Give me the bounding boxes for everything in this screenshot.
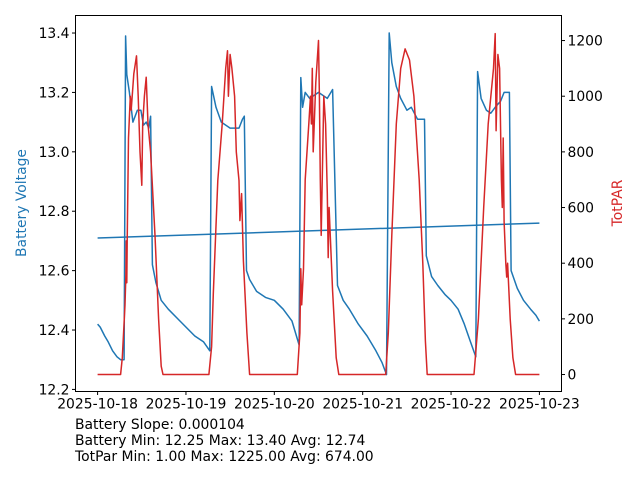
- left-axis-label: Battery Voltage: [14, 149, 30, 257]
- right-y-tick-label: 400: [568, 256, 595, 272]
- series-line-battery-voltage: [97, 32, 541, 376]
- battery-slope-text: Battery Slope: 0.000104: [75, 417, 245, 433]
- x-tick-label: 2025-10-22: [411, 397, 492, 413]
- left-y-tick-label: 12.4: [39, 323, 70, 339]
- right-axis-label: TotPAR: [610, 179, 626, 227]
- left-y-tick-label: 13.4: [39, 26, 70, 42]
- x-tick-label: 2025-10-18: [57, 397, 138, 413]
- plot-frame: [75, 15, 562, 392]
- series-line-battery-trend: [97, 222, 540, 239]
- battery-stats-text: Battery Min: 12.25 Max: 13.40 Avg: 12.74: [75, 433, 366, 449]
- right-y-tick-label: 0: [568, 368, 577, 384]
- totpar-stats-text: TotPar Min: 1.00 Max: 1225.00 Avg: 674.0…: [75, 449, 374, 465]
- x-tick-label: 2025-10-19: [146, 397, 227, 413]
- series-line-totpar: [97, 32, 540, 376]
- right-y-tick-label: 1200: [568, 34, 603, 50]
- x-tick-label: 2025-10-23: [499, 397, 580, 413]
- right-y-tick-label: 200: [568, 312, 595, 328]
- right-y-tick-label: 1000: [568, 89, 603, 105]
- right-y-tick-label: 600: [568, 201, 595, 217]
- left-y-tick-label: 12.2: [39, 382, 70, 398]
- left-y-tick-label: 13.0: [39, 145, 70, 161]
- left-y-tick-label: 13.2: [39, 85, 70, 101]
- x-tick-label: 2025-10-21: [322, 397, 403, 413]
- left-y-tick-label: 12.6: [39, 264, 70, 280]
- left-y-tick-label: 12.8: [39, 204, 70, 220]
- right-y-tick-label: 800: [568, 145, 595, 161]
- x-tick-label: 2025-10-20: [234, 397, 315, 413]
